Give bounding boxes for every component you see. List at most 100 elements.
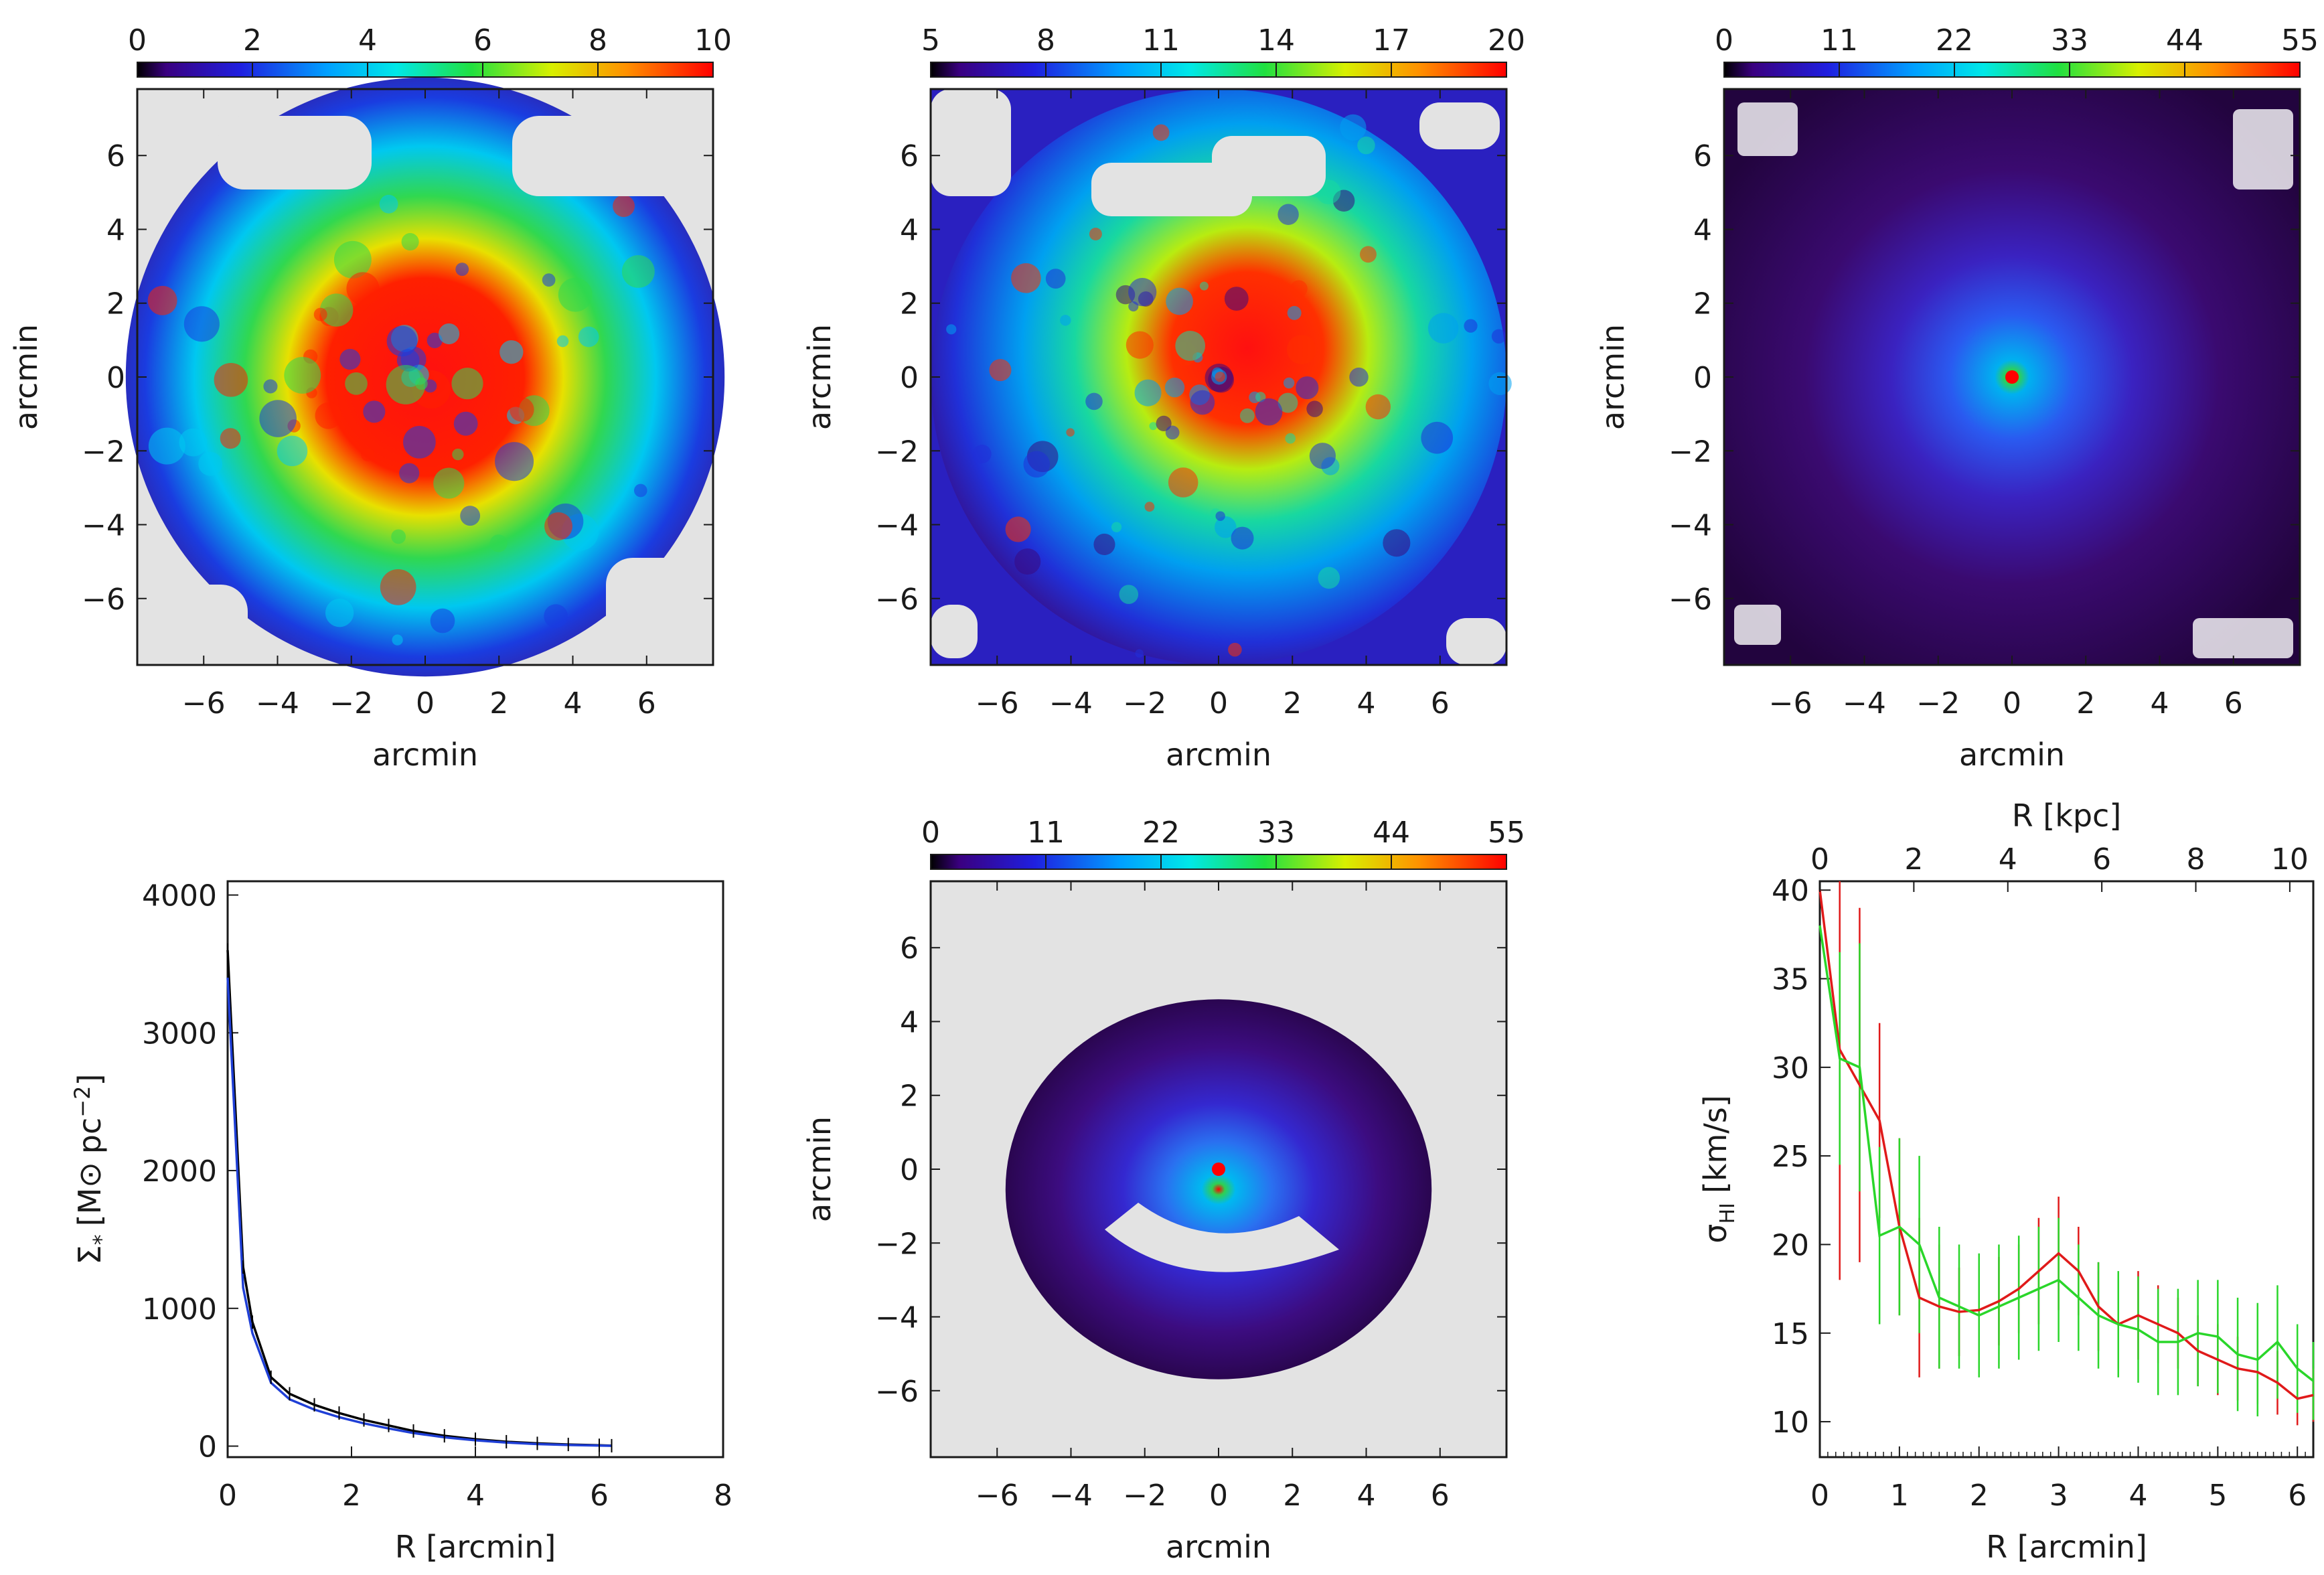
map3-colorbar-label: 22 [1936, 23, 1973, 58]
map1-colorbar-label: 4 [358, 23, 377, 58]
map4-colorbar-label: 0 [921, 816, 940, 850]
map2-xtick-label: −2 [1123, 686, 1166, 721]
map1-ytick-label: −2 [82, 435, 125, 469]
map2-blob [1135, 649, 1144, 658]
map2-blob [1005, 516, 1031, 542]
dispersion-panel: 0 1 2 3 4 5 6 10 15 20 25 30 35 40 R [arcmin] 0 2 4 6 8 10 R … [1697, 798, 2315, 1565]
map1-colorbar-label: 6 [473, 23, 492, 58]
map1-blob [313, 307, 327, 321]
map2-blob [972, 445, 992, 463]
map4-ytick-label: −6 [875, 1375, 919, 1409]
map1-blob [392, 634, 403, 646]
map2-ytick-label: 0 [900, 361, 919, 395]
map3-colorbar [1723, 62, 2301, 78]
map4-core [1212, 1162, 1225, 1176]
dispersion-ytick-label: 25 [1772, 1140, 1809, 1174]
map4-ylabel: arcmin [801, 1116, 838, 1222]
map2-blob [946, 324, 957, 335]
dispersion-ylabel-part: σ [1697, 1224, 1733, 1244]
dispersion-x2tick-label: 2 [1904, 842, 1923, 877]
dispersion-ytick-label: 40 [1772, 874, 1809, 908]
map2-blob [1128, 278, 1157, 307]
map2-mask [1419, 102, 1500, 149]
map1-blob [198, 451, 223, 476]
map1-blob [578, 326, 599, 348]
map2-ylabel: arcmin [801, 324, 838, 430]
map2-blob [1060, 315, 1071, 326]
map1-colorbar-label: 2 [243, 23, 262, 58]
map3-xtick-label: 6 [2224, 686, 2243, 721]
map1-blob [510, 397, 534, 422]
map1-blob [453, 411, 478, 436]
map1-xtick-label: 4 [564, 686, 583, 721]
map1-blob [379, 194, 398, 214]
map4-colorbar [930, 854, 1507, 870]
dispersion-ylabel: σHI [km/s] [1697, 1095, 1739, 1243]
map1-ylabel: arcmin [8, 324, 44, 430]
map1-panel: −6 −4 −2 0 2 4 6 6 4 2 0 −2 −4 −6 arcmin arcmin 0 2 4 6 8 10 [8, 23, 732, 773]
map2-blob [1287, 305, 1302, 320]
dispersion-xtick-label: 2 [1970, 1479, 1989, 1513]
map2-blob [1224, 287, 1249, 311]
map2-blob [1231, 526, 1254, 550]
map2-blob [1349, 367, 1369, 387]
profile-ylabel-part: pc [72, 1118, 108, 1154]
map4-colorbar-label: 55 [1488, 816, 1525, 850]
map3-core [2005, 370, 2019, 384]
dispersion-x2tick-label: 0 [1810, 842, 1829, 877]
map3-xtick-label: 0 [2003, 686, 2021, 721]
map2-blob [1306, 400, 1323, 417]
map2-blob [1427, 313, 1459, 344]
map2-blob [1085, 392, 1103, 410]
map2-blob [1228, 642, 1242, 657]
map2-blob [1089, 227, 1102, 240]
map1-blob [319, 293, 354, 327]
profile-ytick-label: 4000 [142, 879, 217, 913]
map4-gap [1105, 1203, 1339, 1272]
map1-blob [558, 277, 593, 312]
map3-xtick-label: −6 [1769, 686, 1812, 721]
map1-blob [179, 428, 208, 457]
map4-xtick-label: −4 [1049, 1479, 1093, 1513]
map4-colorbar-label: 22 [1142, 816, 1180, 850]
map2-xlabel: arcmin [1166, 737, 1271, 773]
map1-blob [495, 442, 534, 481]
dispersion-xtick-label: 0 [1810, 1479, 1829, 1513]
map1-blob [438, 323, 460, 345]
map1-blob [315, 402, 342, 429]
dispersion-ytick-label: 10 [1772, 1406, 1809, 1440]
map2-blob [1215, 511, 1225, 521]
map1-blob [633, 483, 647, 498]
map1-blob [380, 569, 416, 605]
map2-blob [989, 359, 1012, 382]
map3-mask [1737, 102, 1798, 156]
map1-mask [606, 558, 713, 662]
map2-blob [1357, 136, 1375, 155]
map2-blob [1168, 467, 1198, 498]
dispersion-x2tick-label: 8 [2187, 842, 2205, 877]
map2-mask [1212, 136, 1326, 196]
map1-blob [361, 448, 374, 461]
map1-xtick-label: −2 [329, 686, 373, 721]
map4-xtick-label: 4 [1357, 1479, 1376, 1513]
dispersion-xtick-label: 3 [2049, 1479, 2068, 1513]
map1-blob [499, 340, 524, 364]
map2-mask [931, 605, 978, 658]
map4-panel: −6 −4 −2 0 2 4 6 6 4 2 0 −2 −4 −6 arcmin arcmin 0 11 22 33 4… [801, 816, 1525, 1565]
map1-blob [391, 529, 406, 544]
map2-blob [1011, 263, 1041, 293]
map3-xlabel: arcmin [1959, 737, 2065, 773]
profile-ytick-label: 1000 [142, 1292, 217, 1327]
map1-blob [325, 599, 354, 627]
profile-frame [226, 880, 724, 1458]
map1-blob [556, 335, 569, 348]
map1-blob [399, 463, 420, 483]
map2-blob [1144, 502, 1155, 512]
map2-xtick-label: 2 [1283, 686, 1302, 721]
dispersion-x2tick-label: 4 [1999, 842, 2017, 877]
profile-xtick-label: 6 [590, 1479, 609, 1513]
map3-xtick-label: 4 [2151, 686, 2169, 721]
map1-blob [403, 425, 436, 459]
map3-panel: −6 −4 −2 0 2 4 6 6 4 2 0 −2 −4 −6 arcmin arcmin 0 11 22 33 4… [1595, 23, 2319, 773]
map1-ytick-label: 6 [106, 139, 125, 173]
